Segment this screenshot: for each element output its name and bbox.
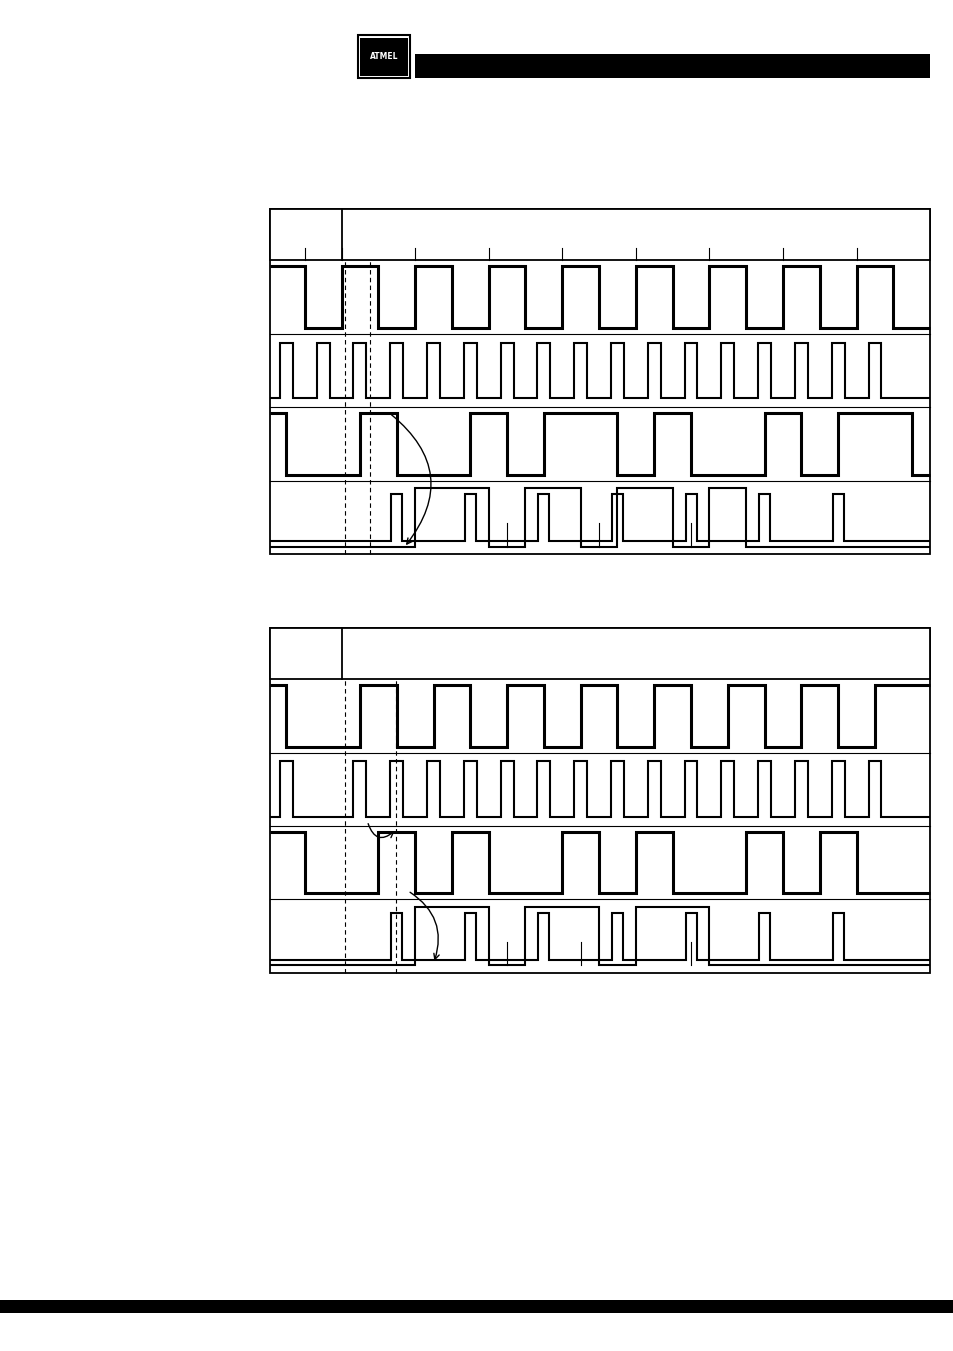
Bar — [415, 54, 929, 78]
Text: ATMEL: ATMEL — [370, 53, 397, 61]
Bar — [270, 628, 929, 973]
Bar — [0, 1300, 953, 1313]
Bar — [270, 628, 929, 680]
Bar — [270, 209, 929, 554]
Bar — [270, 209, 929, 261]
Bar — [357, 35, 410, 78]
Bar — [359, 38, 408, 76]
